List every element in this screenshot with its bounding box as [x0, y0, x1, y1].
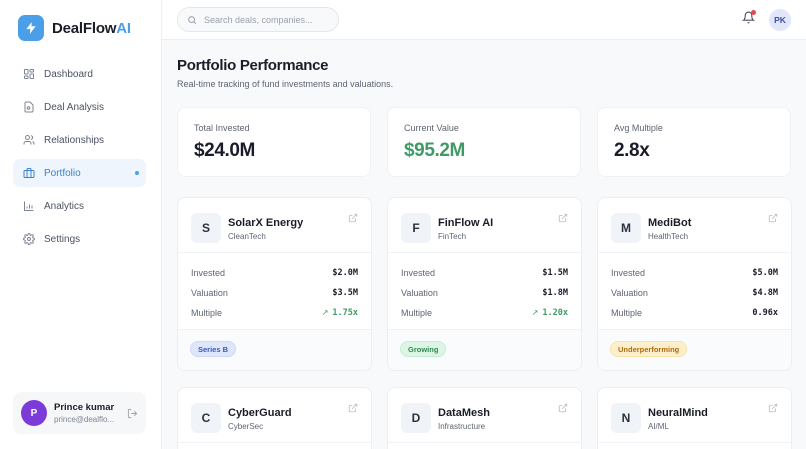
user-profile-card[interactable]: P Prince kumar prince@dealflo... — [13, 392, 146, 434]
company-name: MediBot — [648, 217, 692, 229]
document-icon — [23, 101, 35, 113]
company-name: NeuralMind — [648, 407, 708, 419]
company-logo: D — [401, 403, 431, 433]
logout-icon[interactable] — [127, 408, 138, 419]
stat-card-current-value: Current Value $95.2M — [387, 107, 581, 177]
company-logo: N — [611, 403, 641, 433]
company-card-solarx-energy[interactable]: S SolarX Energy CleanTech Invested $2.0M … — [177, 197, 372, 371]
stat-value: $24.0M — [194, 140, 255, 161]
briefcase-icon — [23, 167, 35, 179]
company-card-neuralmind[interactable]: N NeuralMind AI/ML — [597, 387, 792, 449]
company-card-datamesh[interactable]: D DataMesh Infrastructure — [387, 387, 582, 449]
search-icon — [187, 15, 197, 25]
external-link-icon[interactable] — [558, 213, 568, 223]
company-sector: CyberSec — [228, 422, 264, 431]
user-name: Prince kumar — [54, 402, 115, 413]
stat-label: Total Invested — [194, 123, 250, 133]
invested-row: Invested $5.0M — [611, 268, 778, 278]
page-subtitle: Real-time tracking of fund investments a… — [177, 79, 394, 89]
sidebar-item-relationships[interactable]: Relationships — [13, 126, 146, 154]
invested-row: Invested $2.0M — [191, 268, 358, 278]
multiple-row: Multiple ↗ 1.75x — [191, 308, 358, 318]
company-logo: M — [611, 213, 641, 243]
sidebar: DealFlowAI Dashboard Deal Analysis Relat… — [0, 0, 162, 449]
company-name: DataMesh — [438, 407, 490, 419]
company-card-cyberguard[interactable]: C CyberGuard CyberSec — [177, 387, 372, 449]
sidebar-item-settings[interactable]: Settings — [13, 225, 146, 253]
company-sector: AI/ML — [648, 422, 669, 431]
external-link-icon[interactable] — [348, 403, 358, 413]
company-card-finflow-ai[interactable]: F FinFlow AI FinTech Invested $1.5M Valua… — [387, 197, 582, 371]
search-input[interactable] — [204, 14, 334, 25]
external-link-icon[interactable] — [768, 403, 778, 413]
stat-card-total-invested: Total Invested $24.0M — [177, 107, 371, 177]
external-link-icon[interactable] — [768, 213, 778, 223]
sidebar-item-dashboard[interactable]: Dashboard — [13, 60, 146, 88]
company-name: SolarX Energy — [228, 217, 304, 229]
company-logo: S — [191, 213, 221, 243]
company-sector: FinTech — [438, 232, 467, 241]
gear-icon — [23, 233, 35, 245]
top-bar: PK — [162, 0, 806, 40]
stat-value: 2.8x — [614, 140, 650, 161]
stat-label: Current Value — [404, 123, 459, 133]
sidebar-item-label: Deal Analysis — [44, 101, 105, 113]
bar-chart-icon — [23, 200, 35, 212]
company-sector: CleanTech — [228, 232, 266, 241]
valuation-row: Valuation $1.8M — [401, 288, 568, 298]
external-link-icon[interactable] — [558, 403, 568, 413]
company-logo: C — [191, 403, 221, 433]
sidebar-item-label: Dashboard — [44, 68, 93, 80]
search-box[interactable] — [177, 7, 339, 32]
trend-up-icon: ↗ — [321, 308, 329, 317]
notification-badge — [751, 10, 756, 15]
valuation-row: Valuation $4.8M — [611, 288, 778, 298]
multiple-row: Multiple 0.96x — [611, 308, 778, 318]
users-icon — [23, 134, 35, 146]
company-name: CyberGuard — [228, 407, 292, 419]
avatar[interactable]: PK — [769, 9, 791, 31]
trend-up-icon: ↗ — [531, 308, 539, 317]
valuation-row: Valuation $3.5M — [191, 288, 358, 298]
grid-icon — [23, 68, 35, 80]
avatar: P — [21, 400, 47, 426]
company-sector: Infrastructure — [438, 422, 486, 431]
company-logo: F — [401, 213, 431, 243]
status-badge: Growing — [400, 341, 447, 357]
sidebar-item-deal-analysis[interactable]: Deal Analysis — [13, 93, 146, 121]
stat-label: Avg Multiple — [614, 123, 663, 133]
stat-card-avg-multiple: Avg Multiple 2.8x — [597, 107, 791, 177]
sidebar-item-analytics[interactable]: Analytics — [13, 192, 146, 220]
external-link-icon[interactable] — [348, 213, 358, 223]
status-badge: Series B — [190, 341, 237, 357]
user-email: prince@dealflo... — [54, 415, 115, 424]
company-sector: HealthTech — [648, 232, 689, 241]
sidebar-item-label: Settings — [44, 233, 81, 245]
multiple-row: Multiple ↗ 1.20x — [401, 308, 568, 318]
company-card-medibot[interactable]: M MediBot HealthTech Invested $5.0M Valua… — [597, 197, 792, 371]
sidebar-nav: Dashboard Deal Analysis Relationships Po… — [13, 60, 146, 258]
page-title: Portfolio Performance — [177, 57, 329, 74]
sidebar-item-portfolio[interactable]: Portfolio — [13, 159, 146, 187]
status-badge: Underperforming — [610, 341, 688, 357]
lightning-icon — [18, 15, 44, 41]
bell-icon[interactable] — [742, 10, 756, 24]
sidebar-item-label: Relationships — [44, 134, 105, 146]
stat-value: $95.2M — [404, 140, 465, 161]
sidebar-item-label: Portfolio — [44, 167, 81, 179]
company-name: FinFlow AI — [438, 217, 494, 229]
sidebar-item-label: Analytics — [44, 200, 85, 212]
active-indicator-dot — [135, 171, 139, 175]
brand-name: DealFlowAI — [52, 19, 131, 37]
invested-row: Invested $1.5M — [401, 268, 568, 278]
brand[interactable]: DealFlowAI — [18, 15, 131, 41]
